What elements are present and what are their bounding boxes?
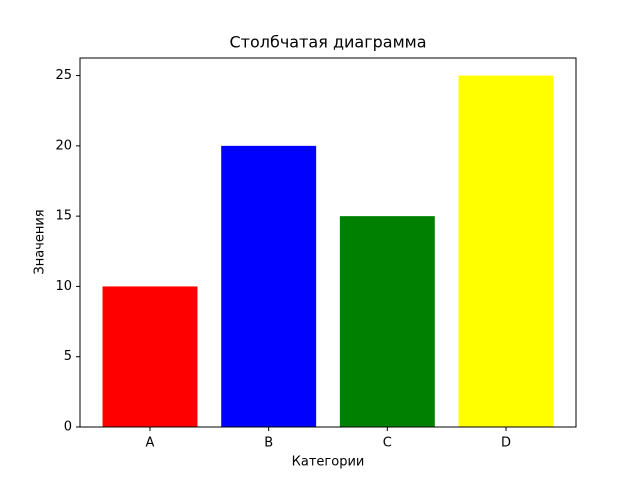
chart-title: Столбчатая диаграмма bbox=[229, 33, 426, 52]
plot-frame bbox=[79, 57, 577, 428]
y-tick-label: 5 bbox=[64, 349, 72, 364]
y-tick-label: 10 bbox=[55, 279, 72, 294]
x-tick-label: D bbox=[501, 436, 511, 451]
y-tick-label: 15 bbox=[55, 209, 72, 224]
bar bbox=[102, 286, 198, 427]
y-tick-label: 25 bbox=[55, 68, 72, 83]
y-tick-label: 0 bbox=[64, 420, 72, 435]
x-tick-label: C bbox=[383, 436, 392, 451]
bar bbox=[458, 75, 554, 428]
x-axis-label: Категории bbox=[292, 455, 365, 470]
y-axis-label: Значения bbox=[33, 209, 48, 274]
x-tick-label: B bbox=[264, 436, 273, 451]
bar bbox=[221, 145, 317, 427]
y-tick-label: 20 bbox=[55, 138, 72, 153]
bar bbox=[339, 216, 435, 427]
x-tick-label: A bbox=[146, 436, 155, 451]
